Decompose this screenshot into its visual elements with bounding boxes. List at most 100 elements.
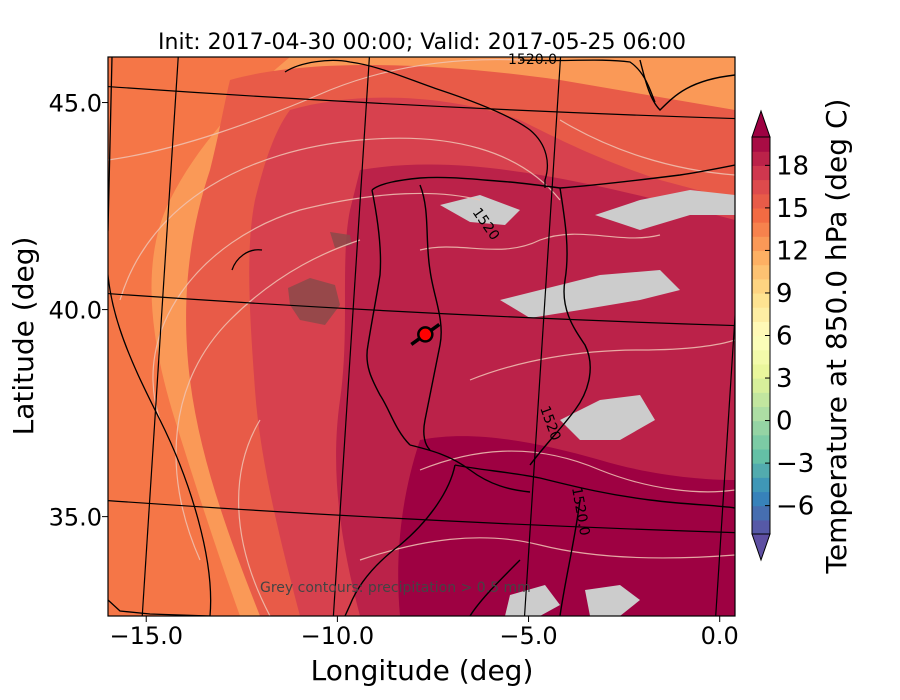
portugal-west-coast xyxy=(366,189,411,446)
colorbar-segment xyxy=(752,250,770,266)
contour-line xyxy=(559,119,735,176)
contour-line xyxy=(469,339,735,381)
longitude-line xyxy=(715,307,735,616)
colorbar-segment xyxy=(752,463,770,478)
location-marker xyxy=(410,323,441,346)
x-axis-ticks: −15.0 −10.0 −5.0 0.0 xyxy=(109,616,739,650)
portugal-spain-border xyxy=(419,184,442,451)
latitude-line xyxy=(108,500,735,534)
colorbar-tick-label: 3 xyxy=(776,364,793,394)
colorbar-segment xyxy=(752,420,770,436)
colorbar-segment xyxy=(752,392,770,407)
contour-line xyxy=(419,450,735,493)
coastline xyxy=(108,57,212,616)
colorbar-tick-label: 12 xyxy=(776,236,809,266)
spain-east-coast xyxy=(529,187,591,466)
coastlines xyxy=(108,57,656,616)
temperature-field xyxy=(108,57,735,616)
contour-line xyxy=(419,233,661,251)
precip-patch xyxy=(595,190,735,230)
y-tick-label: 45.0 xyxy=(49,90,102,118)
precip-patch xyxy=(505,585,560,616)
marker-point xyxy=(417,326,434,343)
temperature-region-ocean-band xyxy=(108,57,290,616)
coastline xyxy=(519,59,656,103)
colorbar-segment xyxy=(752,378,770,393)
colorbar-label: Temperature at 850.0 hPa (deg C) xyxy=(820,99,853,575)
graticule xyxy=(108,57,735,616)
colorbar-segment xyxy=(752,222,770,237)
coastline xyxy=(108,599,211,616)
plot-frame xyxy=(107,56,736,617)
colorbar-segment xyxy=(752,292,770,308)
contour-line xyxy=(175,239,361,561)
contour-label: 1520.0 xyxy=(508,52,557,68)
colorbar-tick-label: 0 xyxy=(776,407,793,437)
x-tick-label: 0.0 xyxy=(701,622,739,650)
colorbar-segment xyxy=(752,406,770,422)
north-africa-coast xyxy=(454,464,735,509)
colorbar-tick-label: −6 xyxy=(776,492,814,522)
geopotential-contours xyxy=(108,58,735,616)
latitude-line xyxy=(108,292,735,327)
colorbar-segment xyxy=(752,434,770,450)
longitude-line xyxy=(332,57,370,616)
land-borders xyxy=(344,59,735,616)
colorbar-segment xyxy=(752,505,770,521)
colorbar-tick-label: 6 xyxy=(776,322,793,352)
y-axis-ticks: 35.0 40.0 45.0 xyxy=(49,90,108,532)
coastline xyxy=(284,59,548,188)
precip-patch-dark xyxy=(288,278,340,325)
precip-patch xyxy=(440,195,520,225)
colorbar-segment xyxy=(752,264,770,280)
contour-line xyxy=(238,419,271,616)
colorbar-segment xyxy=(752,477,770,493)
colorbar-extend-max xyxy=(751,109,771,138)
colorbar-segment xyxy=(752,307,770,322)
precip-patch-dark xyxy=(330,232,352,248)
y-tick-label: 35.0 xyxy=(49,504,102,532)
colorbar-segment xyxy=(752,448,770,464)
x-tick-label: −5.0 xyxy=(499,622,557,650)
colorbar-segment xyxy=(752,207,770,223)
colorbar-segment xyxy=(752,137,770,152)
colorbar-segment xyxy=(752,179,770,195)
france-coast xyxy=(639,59,735,111)
spain-south-coast xyxy=(409,444,531,493)
precip-patch xyxy=(585,585,640,616)
colorbar-segment xyxy=(752,349,770,365)
colorbar-segment xyxy=(752,363,770,379)
colorbar-segment xyxy=(752,193,770,209)
colorbar-segment xyxy=(752,278,770,294)
latitude-line xyxy=(108,85,735,120)
algeria-border xyxy=(559,499,581,616)
y-axis-label: Latitude (deg) xyxy=(7,237,40,436)
longitude-line xyxy=(141,57,179,616)
morocco-border xyxy=(469,559,521,616)
morocco-coast xyxy=(344,464,456,616)
colorbar-segment xyxy=(752,151,770,166)
longitude-line xyxy=(523,57,562,616)
precipitation-patches xyxy=(288,190,735,616)
coastline xyxy=(231,249,263,271)
contour-line xyxy=(152,192,481,421)
contour-line xyxy=(359,537,735,561)
precip-patch xyxy=(560,395,655,440)
chart-title: Init: 2017-04-30 00:00; Valid: 2017-05-2… xyxy=(158,30,686,55)
colorbar-segment xyxy=(752,491,770,507)
colorbar-tick-label: −3 xyxy=(776,449,814,479)
colorbar-tick-label: 15 xyxy=(776,194,809,224)
colorbar-segment xyxy=(752,321,770,337)
colorbar-segment xyxy=(752,519,770,535)
colorbar-segment xyxy=(752,165,770,181)
iberia-north-coast xyxy=(371,176,561,191)
colorbar-extend-min xyxy=(751,533,771,562)
x-tick-label: −10.0 xyxy=(301,622,375,650)
annotation: Grey contours: precipitation > 0.5 mm xyxy=(260,580,531,596)
colorbar-segment xyxy=(752,335,770,351)
colorbar-tick-label: 18 xyxy=(776,151,809,181)
colorbar-tick-label: 9 xyxy=(776,279,793,309)
y-tick-label: 40.0 xyxy=(49,297,102,325)
france-border xyxy=(559,164,735,189)
